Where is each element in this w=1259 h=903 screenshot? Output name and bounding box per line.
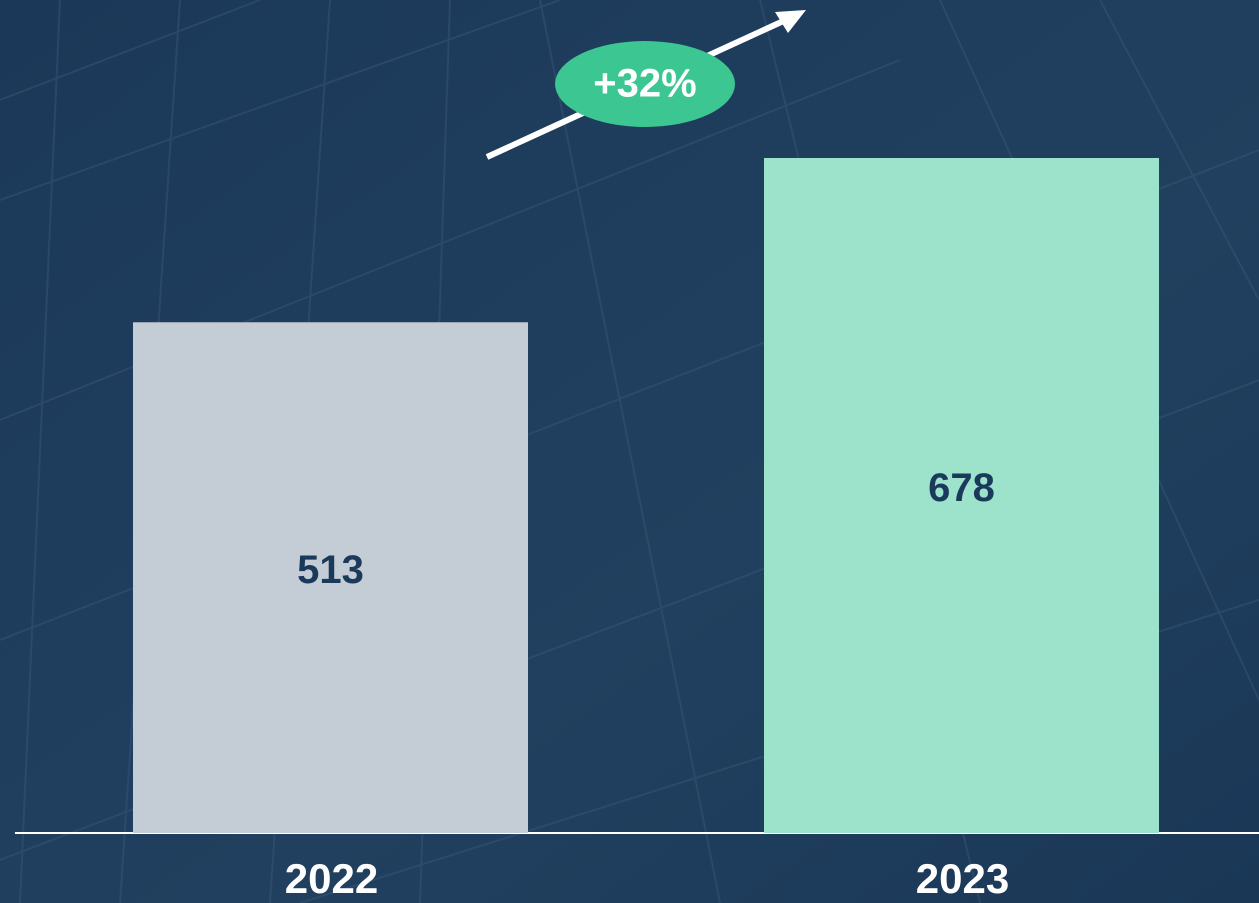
growth-annotation: +32% (593, 62, 696, 106)
bar (764, 158, 1159, 833)
bar (133, 322, 528, 833)
arrow-head (775, 10, 806, 33)
growth-badge (555, 41, 735, 127)
value-label: 513 (297, 548, 364, 592)
x-tick-label: 2023 (916, 855, 1009, 902)
x-tick-label: 2022 (285, 855, 378, 902)
value-label: 678 (928, 466, 995, 510)
